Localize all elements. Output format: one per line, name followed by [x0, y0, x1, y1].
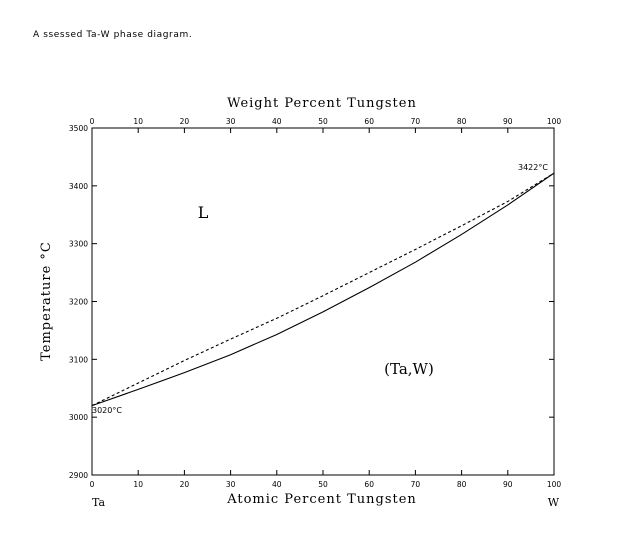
phase-label-liquid: L	[198, 203, 209, 222]
x-tick-label: 10	[133, 480, 143, 489]
plot-frame	[91, 127, 555, 476]
left-end-label: Ta	[92, 496, 105, 509]
x-tick-label: 100	[547, 480, 562, 489]
y-tick-label: 3200	[69, 298, 88, 307]
x2-tick-label: 80	[457, 117, 467, 126]
x-tick-label: 30	[226, 480, 236, 489]
annotation-3020: 3020°C	[92, 406, 122, 415]
x-tick-label: 70	[411, 480, 421, 489]
bottom-axis-title: Atomic Percent Tungsten	[226, 492, 417, 507]
x2-tick-label: 50	[318, 117, 328, 126]
y-tick-label: 3500	[69, 124, 88, 133]
figure-caption: A ssessed Ta-W phase diagram.	[33, 30, 193, 40]
x2-tick-label: 40	[272, 117, 282, 126]
y-tick-label: 2900	[69, 471, 88, 480]
y-tick-label: 3100	[69, 355, 88, 364]
x-tick-label: 90	[503, 480, 513, 489]
phase-label-solid-solution: (Ta,W)	[384, 360, 434, 378]
y-tick-label: 3000	[69, 413, 88, 422]
solidus-curve	[91, 172, 555, 407]
x2-tick-label: 10	[133, 117, 143, 126]
x-tick-label: 80	[457, 480, 467, 489]
x2-tick-label: 90	[503, 117, 513, 126]
top-axis-title: Weight Percent Tungsten	[227, 96, 417, 111]
x2-tick-label: 30	[226, 117, 236, 126]
annotation-3422: 3422°C	[518, 163, 548, 172]
x-tick-label: 40	[272, 480, 282, 489]
x2-tick-label: 70	[411, 117, 421, 126]
y-tick-label: 3400	[69, 182, 88, 191]
y-tick-label: 3300	[69, 240, 88, 249]
x2-tick-label: 60	[364, 117, 374, 126]
x2-tick-label: 100	[547, 117, 562, 126]
x-tick-label: 0	[90, 480, 95, 489]
x2-tick-label: 20	[180, 117, 190, 126]
liquidus-curve	[91, 172, 555, 407]
x-tick-label: 60	[364, 480, 374, 489]
x-tick-label: 50	[318, 480, 328, 489]
x2-tick-label: 0	[90, 117, 95, 126]
right-end-label: W	[548, 496, 560, 509]
y-axis-title: Temperature °C	[39, 241, 54, 361]
x-tick-label: 20	[180, 480, 190, 489]
